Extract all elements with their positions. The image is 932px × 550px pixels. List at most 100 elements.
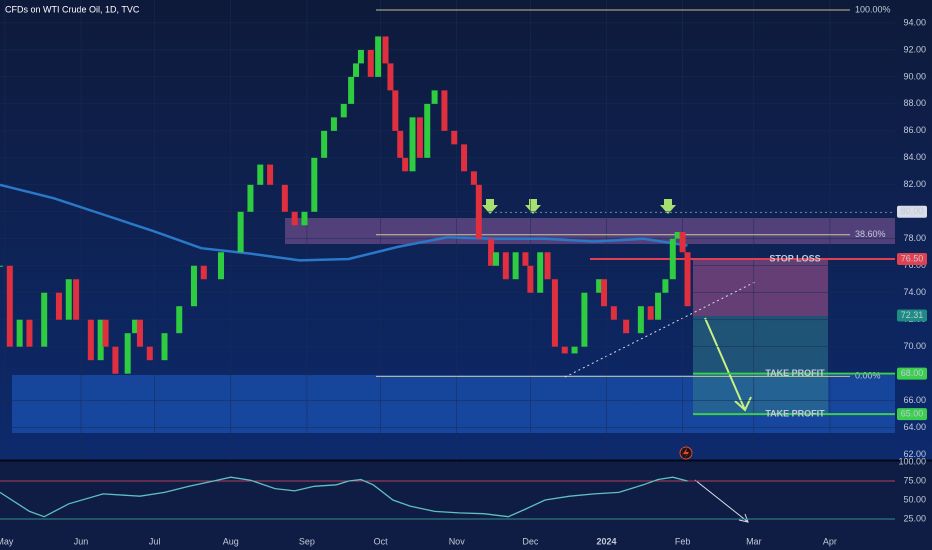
fib-label: 100.00% xyxy=(855,4,891,14)
x-tick-label: Dec xyxy=(522,536,539,546)
candle xyxy=(544,252,551,280)
candle xyxy=(637,306,644,334)
arrow-head xyxy=(738,513,749,523)
candle xyxy=(357,49,364,64)
price-tag-label: 65.00 xyxy=(901,409,924,419)
marker xyxy=(482,199,498,214)
candle xyxy=(512,252,519,280)
candle xyxy=(367,49,374,77)
price-tag xyxy=(897,367,927,380)
annotation: TAKE PROFIT xyxy=(765,368,825,378)
candle xyxy=(561,346,568,354)
candle xyxy=(73,279,80,320)
candle xyxy=(102,319,109,347)
candle xyxy=(65,279,72,320)
y-tick-label: 94.00 xyxy=(903,17,926,27)
candle xyxy=(190,265,197,307)
candle xyxy=(281,184,288,212)
candle xyxy=(41,292,48,347)
candle xyxy=(537,252,544,293)
annotation: TAKE PROFIT xyxy=(765,409,825,419)
y-tick-label: 92.00 xyxy=(903,44,926,54)
candle xyxy=(522,252,529,266)
candle xyxy=(353,63,360,77)
candle xyxy=(330,117,337,131)
x-tick-label: Apr xyxy=(823,536,837,546)
price-tag-label: 72.31 xyxy=(901,310,924,320)
candle xyxy=(409,117,416,172)
candle xyxy=(551,279,558,347)
candle xyxy=(502,252,509,280)
x-tick-label: May xyxy=(0,536,14,546)
oscillator-line xyxy=(0,476,688,518)
y-tick-label: 66.00 xyxy=(903,395,926,405)
x-tick-label: Oct xyxy=(374,536,389,546)
candle xyxy=(217,252,224,280)
candle xyxy=(669,238,676,280)
candle xyxy=(348,76,355,104)
candle xyxy=(475,184,482,239)
arrow-shaft xyxy=(704,317,746,411)
candle xyxy=(441,90,448,131)
take-profit-box xyxy=(693,316,828,414)
candle xyxy=(387,63,394,91)
down-markers xyxy=(482,199,676,214)
x-tick-label: Jun xyxy=(74,536,89,546)
candle xyxy=(375,36,382,77)
candle xyxy=(136,319,143,347)
candle xyxy=(321,130,328,158)
y-tick-label: 90.00 xyxy=(903,71,926,81)
candle xyxy=(247,184,254,212)
candle xyxy=(382,36,389,64)
candle xyxy=(684,252,691,307)
candle xyxy=(647,306,654,320)
candle xyxy=(623,319,630,334)
y-tick-label: 78.00 xyxy=(903,233,926,243)
x-tick-label: Sep xyxy=(299,536,315,546)
price-tag-label: 68.00 xyxy=(901,368,924,378)
fib-label: 0.00% xyxy=(855,371,881,381)
candle xyxy=(470,171,477,185)
y-tick-label: 74.00 xyxy=(903,287,926,297)
fib-label: 38.60% xyxy=(855,229,886,239)
chart-title: CFDs on WTI Crude Oil, 1D, TVC xyxy=(5,4,140,14)
resistance-zone xyxy=(285,218,895,244)
y-tick-label: 82.00 xyxy=(903,179,926,189)
candle xyxy=(161,333,168,361)
arrow-head xyxy=(734,396,752,412)
price-tag xyxy=(897,253,927,266)
candle xyxy=(340,103,347,118)
y-tick-label: 88.00 xyxy=(903,98,926,108)
y-tick-label: 86.00 xyxy=(903,125,926,135)
candle xyxy=(416,117,423,158)
candle xyxy=(655,292,662,320)
price-tag-label: 80.00 xyxy=(901,206,924,216)
candle xyxy=(596,279,603,293)
candle xyxy=(301,211,308,226)
candle xyxy=(431,90,438,104)
candle xyxy=(87,319,94,361)
trend-line xyxy=(564,281,756,378)
candle xyxy=(291,211,298,226)
target-arrow xyxy=(704,317,752,412)
y-tick-label: 70.00 xyxy=(903,341,926,351)
x-tick-label: Mar xyxy=(746,536,762,546)
y-tick-label: 75.00 xyxy=(903,475,926,485)
y-tick-label: 84.00 xyxy=(903,152,926,162)
candle xyxy=(461,144,468,172)
candle xyxy=(402,157,409,172)
stop-loss-box xyxy=(693,260,828,316)
candle xyxy=(581,292,588,347)
candle xyxy=(311,157,318,212)
candle xyxy=(6,265,13,347)
y-tick-label: 62.00 xyxy=(903,449,926,459)
candle xyxy=(267,164,274,185)
y-tick-label: 100.00 xyxy=(898,456,926,466)
candle xyxy=(132,319,139,334)
price-tag-label: 76.50 xyxy=(901,253,924,263)
oscillator-panel xyxy=(0,461,932,550)
osc-arrow xyxy=(694,479,749,523)
candle xyxy=(527,265,534,293)
candle xyxy=(488,238,495,266)
